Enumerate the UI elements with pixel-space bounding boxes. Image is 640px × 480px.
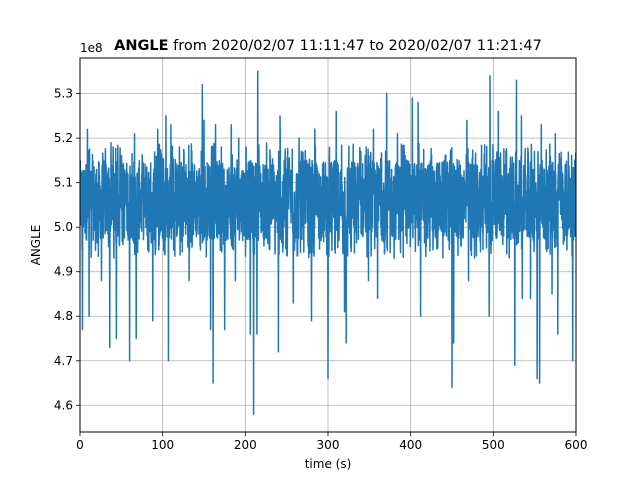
x-tick-label: 100 [151, 438, 174, 452]
x-tick-label: 0 [76, 438, 84, 452]
chart-title-bold: ANGLE [114, 38, 168, 54]
x-tick-label: 200 [234, 438, 257, 452]
chart-title: ANGLE from 2020/02/07 11:11:47 to 2020/0… [114, 38, 542, 54]
x-tick-label: 300 [317, 438, 340, 452]
y-offset-label: 1e8 [80, 41, 103, 55]
y-tick-label: 4.7 [54, 354, 73, 368]
y-tick-label: 5.0 [54, 220, 73, 234]
series-line [80, 70, 576, 415]
y-tick-label: 4.9 [54, 265, 73, 279]
x-tick-label: 500 [482, 438, 505, 452]
x-axis-label: time (s) [305, 457, 352, 471]
y-tick-label: 5.1 [54, 176, 73, 190]
x-tick-label: 600 [565, 438, 588, 452]
axis-ticks: 0 100 200 300 400 500 600 4.6 4.7 4.8 4.9 5.0 5.1 5.2… [54, 87, 588, 452]
y-tick-label: 5.2 [54, 131, 73, 145]
x-tick-label: 400 [399, 438, 422, 452]
y-tick-label: 4.6 [54, 398, 73, 412]
y-tick-label: 5.3 [54, 87, 73, 101]
chart-title-rest: from 2020/02/07 11:11:47 to 2020/02/07 1… [169, 38, 542, 54]
y-tick-label: 4.8 [54, 309, 73, 323]
y-axis-label: ANGLE [29, 225, 43, 266]
